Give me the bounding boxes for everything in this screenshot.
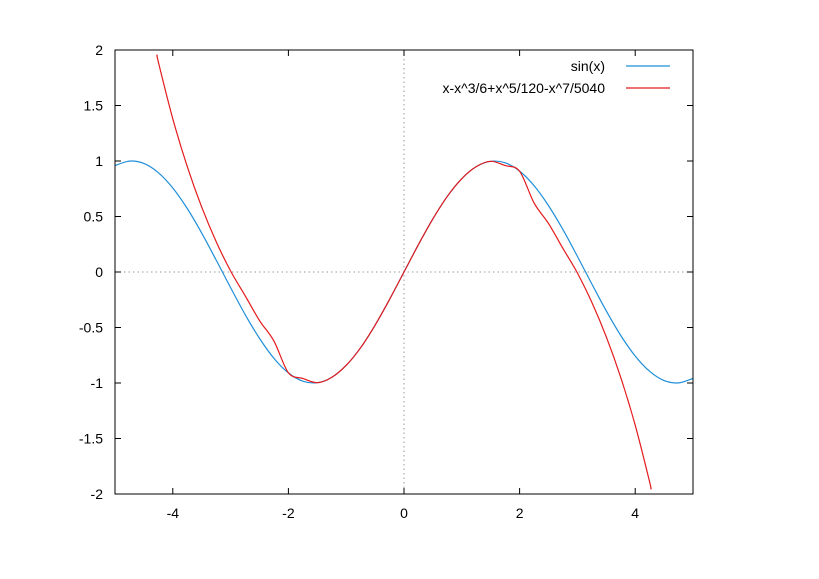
y-tick-label: 0	[95, 264, 103, 280]
x-tick-label: 2	[516, 505, 524, 521]
y-tick-label: 0.5	[84, 209, 104, 225]
x-tick-label: 0	[400, 505, 408, 521]
legend-label: sin(x)	[571, 58, 605, 74]
tick-labels: -4 -2 0 2 4 -2 -1.5 -1 -0.5 0 0.5 1 1.5 2	[79, 42, 639, 521]
y-tick-label: -2	[91, 486, 104, 502]
series-line-taylor	[156, 54, 652, 490]
y-tick-label: -0.5	[79, 320, 103, 336]
x-tick-label: -4	[167, 505, 180, 521]
y-tick-label: 1.5	[84, 98, 104, 114]
legend-label: x-x^3/6+x^5/120-x^7/5040	[442, 80, 605, 96]
y-tick-label: -1.5	[79, 431, 103, 447]
y-tick-label: 2	[95, 42, 103, 58]
legend: sin(x) x-x^3/6+x^5/120-x^7/5040	[442, 58, 670, 96]
x-tick-label: 4	[631, 505, 639, 521]
plot-frame	[114, 49, 694, 495]
series-layer	[115, 54, 693, 490]
x-tick-label: -2	[282, 505, 295, 521]
y-tick-label: -1	[91, 375, 104, 391]
y-tick-label: 1	[95, 153, 103, 169]
